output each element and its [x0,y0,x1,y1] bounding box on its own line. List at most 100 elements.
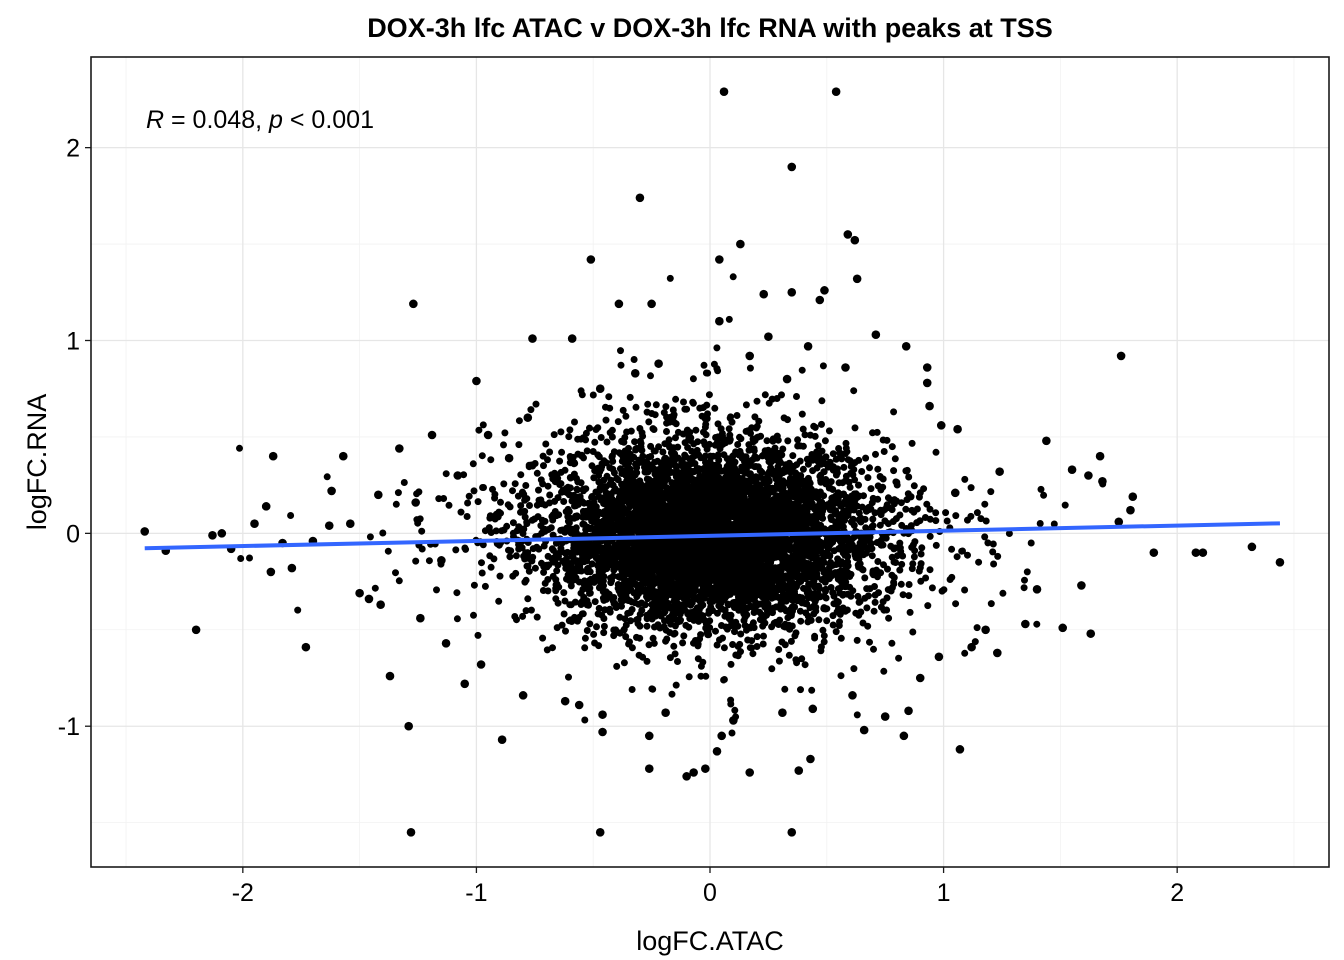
trend-line [144,521,1280,551]
scatter-point [1098,476,1107,486]
scatter-point [595,827,605,837]
scatter-point [411,498,420,507]
x-tick-label: -1 [465,879,487,907]
chart-title: DOX-3h lfc ATAC v DOX-3h lfc RNA with pe… [367,13,1053,43]
scatter-point [689,768,698,777]
scatter-point [1058,623,1068,633]
scatter-point [950,488,960,498]
scatter-point [453,471,463,480]
data-points [140,87,1285,837]
scatter-point [787,827,797,837]
scatter-point [324,521,334,530]
scatter-point [936,421,946,430]
axis-ticks: -2 -1 0 1 2 -1 0 1 2 [58,135,1184,907]
scatter-point [922,378,932,388]
scatter-point [1077,581,1086,590]
scatter-point [682,772,691,781]
scatter-point [712,746,722,756]
scatter-point [1116,351,1126,361]
p-symbol: p [268,106,283,134]
scatter-point [364,594,374,604]
scatter-point [191,625,201,635]
scatter-point [1128,492,1138,502]
scatter-point [717,731,726,741]
scatter-point [301,642,311,652]
scatter-point [803,341,813,351]
scatter-point [901,341,911,351]
scatter-point [1067,465,1077,475]
scatter-point [715,316,724,326]
scatter-point [338,451,348,461]
scatter-point [1042,436,1051,446]
scatter-point [595,384,605,394]
cloud-points [236,273,1107,737]
scatter-point [871,330,881,340]
scatter-point [934,652,944,662]
scatter-point [409,299,418,309]
scatter-point [574,700,584,710]
scatter-point [1126,505,1135,515]
scatter-point [598,710,607,719]
r-value: = 0.048, [164,106,269,134]
scatter-point [551,473,561,482]
scatter-point [729,716,738,725]
x-tick-label: 0 [703,879,717,907]
scatter-point [759,289,769,299]
scatter-point [899,731,909,741]
scatter-point [528,334,537,343]
scatter-point [850,235,860,245]
scatter-point [955,745,965,754]
scatter-point [880,712,890,721]
scatter-point [745,768,755,777]
scatter-point [843,230,853,239]
scatter-point [715,255,724,264]
scatter-point [355,588,364,598]
scatter-point [806,754,815,764]
scatter-point [404,721,413,731]
scatter-point [1247,542,1257,552]
x-tick-label: 2 [1170,879,1184,907]
scatter-point [922,363,932,372]
scatter-point [820,286,829,295]
scatter-point [1275,557,1285,567]
grid-lines [91,57,1329,867]
scatter-point [460,679,470,689]
scatter-point [208,530,217,540]
y-tick-label: 1 [66,328,80,356]
scatter-point [915,673,925,683]
x-tick-label: 1 [937,879,951,907]
scatter-point [993,648,1002,658]
scatter-point [719,87,729,97]
scatter-point [841,363,850,372]
scatter-point [614,299,624,309]
scatter-point [647,299,656,309]
scatter-point [1095,451,1105,461]
p-value: < 0.001 [283,106,374,134]
scatter-point [764,332,773,341]
scatter-point [376,600,385,610]
scatter-point [268,451,278,461]
scatter-point [1191,548,1201,557]
x-axis-title: logFC.ATAC [636,926,784,956]
dense-point-cloud [236,273,1107,737]
scatter-point [598,727,607,737]
scatter-point [560,696,570,706]
scatter-point [852,274,862,284]
scatter-point [567,334,577,343]
x-tick-label: -2 [232,879,254,907]
scatter-point [967,642,976,652]
scatter-point [782,374,792,384]
scatter-point [859,725,869,735]
scatter-point [406,827,416,837]
scatter-point [778,708,787,718]
r-symbol: R [146,106,164,134]
scatter-point [345,519,355,529]
scatter-point [523,413,533,422]
scatter-point [217,529,227,538]
scatter-point [586,255,596,264]
scatter-point [385,671,395,681]
scatter-point [701,764,710,773]
scatter-point [848,691,857,700]
scatter-point [1114,517,1124,527]
correlation-annotation: R = 0.048, p < 0.001 [146,106,374,134]
